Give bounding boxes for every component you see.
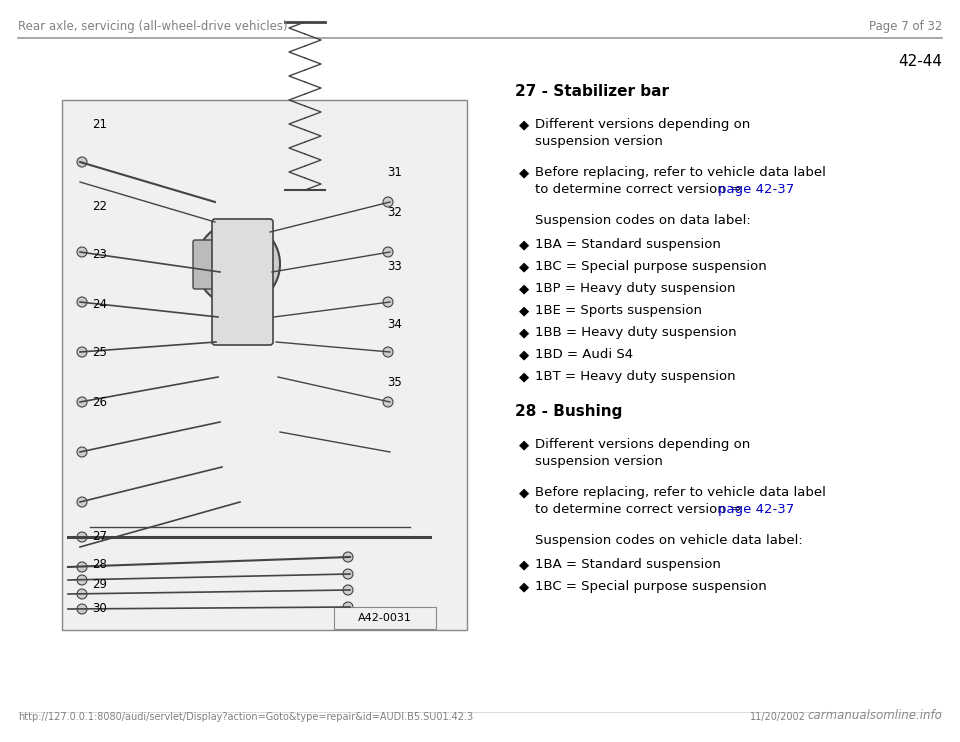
Text: ◆: ◆ [519,118,529,131]
Circle shape [77,532,87,542]
Circle shape [77,157,87,167]
Text: Different versions depending on
suspension version: Different versions depending on suspensi… [535,118,751,148]
Circle shape [77,247,87,257]
Text: 1BB = Heavy duty suspension: 1BB = Heavy duty suspension [535,326,736,339]
Text: 28: 28 [92,559,108,571]
Circle shape [77,589,87,599]
Text: 11/20/2002: 11/20/2002 [750,712,805,722]
Text: 21: 21 [92,117,108,131]
Circle shape [77,397,87,407]
Text: ◆: ◆ [519,580,529,593]
Text: page 42-37: page 42-37 [718,183,794,196]
Text: Suspension codes on vehicle data label:: Suspension codes on vehicle data label: [535,534,803,547]
Text: http://127.0.0.1:8080/audi/servlet/Display?action=Goto&type=repair&id=AUDI.B5.SU: http://127.0.0.1:8080/audi/servlet/Displ… [18,712,473,722]
Text: to determine correct version ⇒: to determine correct version ⇒ [535,503,745,516]
FancyBboxPatch shape [62,100,467,630]
Text: 42-44: 42-44 [898,54,942,69]
Text: 27: 27 [92,531,108,543]
Text: 28 - Bushing: 28 - Bushing [515,404,622,419]
Text: carmanualsomline.info: carmanualsomline.info [807,709,942,722]
Text: 34: 34 [388,318,402,330]
Text: 1BC = Special purpose suspension: 1BC = Special purpose suspension [535,260,767,273]
Text: ◆: ◆ [519,486,529,499]
Circle shape [77,604,87,614]
Circle shape [383,297,393,307]
Text: page 42-37: page 42-37 [718,503,794,516]
Text: Page 7 of 32: Page 7 of 32 [869,20,942,33]
Circle shape [77,575,87,585]
Text: A42-0031: A42-0031 [358,613,412,623]
Circle shape [77,497,87,507]
Circle shape [343,552,353,562]
Circle shape [343,602,353,612]
Text: 32: 32 [388,206,402,218]
Text: ◆: ◆ [519,438,529,451]
Text: 1BT = Heavy duty suspension: 1BT = Heavy duty suspension [535,370,735,383]
Text: 22: 22 [92,200,108,212]
Text: Before replacing, refer to vehicle data label: Before replacing, refer to vehicle data … [535,486,826,499]
Circle shape [383,197,393,207]
Text: Rear axle, servicing (all-wheel-drive vehicles): Rear axle, servicing (all-wheel-drive ve… [18,20,288,33]
Text: 23: 23 [92,249,108,261]
Text: ◆: ◆ [519,558,529,571]
Text: ◆: ◆ [519,348,529,361]
Circle shape [77,562,87,572]
Circle shape [196,222,280,306]
FancyBboxPatch shape [193,240,252,289]
Text: ◆: ◆ [519,326,529,339]
Text: 33: 33 [388,260,402,274]
Text: ◆: ◆ [519,370,529,383]
Text: Before replacing, refer to vehicle data label: Before replacing, refer to vehicle data … [535,166,826,179]
Text: ◆: ◆ [519,166,529,179]
Circle shape [383,247,393,257]
Text: 31: 31 [388,165,402,179]
Text: 30: 30 [92,603,108,616]
Circle shape [383,347,393,357]
Circle shape [77,447,87,457]
Text: Different versions depending on
suspension version: Different versions depending on suspensi… [535,438,751,468]
Text: ◆: ◆ [519,260,529,273]
Circle shape [222,248,254,280]
Text: 1BP = Heavy duty suspension: 1BP = Heavy duty suspension [535,282,735,295]
Circle shape [343,585,353,595]
Text: 1BA = Standard suspension: 1BA = Standard suspension [535,558,721,571]
Text: ◆: ◆ [519,304,529,317]
Text: 27 - Stabilizer bar: 27 - Stabilizer bar [515,84,669,99]
Text: Suspension codes on data label:: Suspension codes on data label: [535,214,751,227]
FancyBboxPatch shape [334,607,436,629]
Text: 26: 26 [92,395,108,409]
Text: 1BE = Sports suspension: 1BE = Sports suspension [535,304,702,317]
Circle shape [343,569,353,579]
Text: 25: 25 [92,346,108,358]
Text: to determine correct version ⇒: to determine correct version ⇒ [535,183,745,196]
Text: 24: 24 [92,298,108,310]
Text: 35: 35 [388,375,402,389]
Text: 1BD = Audi S4: 1BD = Audi S4 [535,348,634,361]
Text: 29: 29 [92,577,108,591]
Circle shape [77,297,87,307]
FancyBboxPatch shape [212,219,273,345]
Circle shape [383,397,393,407]
Text: 1BA = Standard suspension: 1BA = Standard suspension [535,238,721,251]
Circle shape [77,347,87,357]
Text: ◆: ◆ [519,238,529,251]
Text: 1BC = Special purpose suspension: 1BC = Special purpose suspension [535,580,767,593]
Text: ◆: ◆ [519,282,529,295]
